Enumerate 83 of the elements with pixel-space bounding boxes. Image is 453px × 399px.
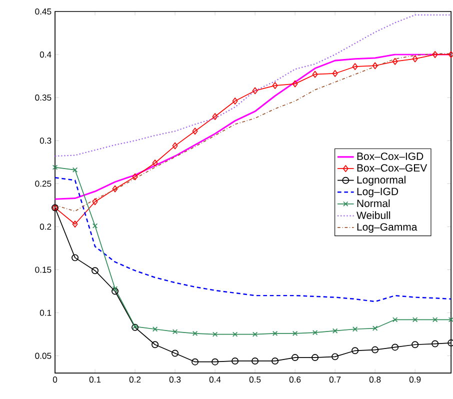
- point: [212, 358, 219, 366]
- point: [332, 353, 339, 360]
- x-tick-label: 0.8: [369, 376, 381, 383]
- y-tick-label: 0.15: [35, 266, 52, 273]
- point: [152, 341, 159, 348]
- legend-label: Lognormal: [357, 176, 406, 186]
- point: [352, 347, 359, 354]
- point: [112, 286, 118, 292]
- point: [352, 326, 358, 332]
- point: [212, 332, 218, 337]
- point: [132, 173, 138, 180]
- point: [112, 288, 119, 295]
- legend-label: Log–Gamma: [357, 223, 418, 233]
- point: [292, 354, 299, 362]
- point: [332, 70, 338, 77]
- point: [412, 341, 419, 348]
- point: [272, 330, 278, 336]
- point: [252, 358, 259, 364]
- y-tick-label: 0.2: [40, 224, 52, 230]
- point: [152, 160, 158, 167]
- legend-label: Weibull: [356, 211, 390, 220]
- point: [192, 358, 199, 366]
- x-tick-label: 0.6: [289, 376, 301, 383]
- point: [92, 198, 98, 206]
- point: [92, 267, 99, 274]
- point: [312, 70, 318, 78]
- point: [232, 332, 238, 337]
- point: [292, 80, 298, 88]
- point: [52, 164, 58, 170]
- point: [372, 62, 378, 70]
- point: [432, 317, 438, 322]
- legend-label: Normal: [357, 199, 390, 208]
- y-tick-label: 0.35: [35, 94, 52, 101]
- point: [372, 346, 379, 354]
- point: [332, 328, 338, 334]
- point: [232, 358, 239, 364]
- x-tick-label: 0.7: [329, 376, 341, 383]
- point: [392, 317, 398, 322]
- x-tick-label: 0.5: [249, 376, 261, 383]
- x-tick-label: 0.1: [89, 376, 101, 383]
- legend-label: Box–Cox–GEV: [357, 164, 428, 172]
- point: [392, 344, 399, 351]
- point: [72, 254, 79, 262]
- x-tick-label: 0.3: [169, 376, 181, 383]
- x-tick-label: 0: [52, 376, 58, 383]
- legend-label: Box–Cox–IGD: [357, 152, 424, 160]
- y-tick-label: 0.4: [40, 52, 52, 58]
- point: [272, 358, 279, 364]
- point: [72, 220, 78, 228]
- y-tick-label: 0.1: [40, 310, 52, 316]
- point: [172, 142, 178, 150]
- point: [272, 82, 278, 90]
- point: [392, 58, 398, 65]
- point: [432, 340, 439, 348]
- point: [432, 51, 438, 58]
- y-tick-label: 0.25: [35, 180, 52, 187]
- y-tick-label: 0.05: [35, 352, 52, 359]
- point: [252, 332, 258, 337]
- point: [292, 330, 298, 336]
- y-tick-label: 0.45: [35, 8, 52, 15]
- legend-label: Log–IGD: [357, 188, 398, 198]
- x-tick-label: 0.4: [209, 376, 221, 383]
- point: [372, 326, 378, 331]
- point: [152, 326, 158, 332]
- point: [252, 87, 258, 94]
- point: [72, 167, 78, 173]
- point: [172, 329, 178, 334]
- point: [412, 55, 418, 62]
- point: [412, 317, 418, 322]
- point: [92, 223, 98, 228]
- point: [232, 98, 238, 105]
- point: [212, 113, 218, 120]
- point: [312, 354, 319, 362]
- x-tick-label: 0.2: [129, 376, 141, 383]
- point: [312, 330, 318, 336]
- point: [112, 185, 118, 192]
- point: [192, 330, 198, 336]
- point: [192, 128, 198, 135]
- y-tick-label: 0.3: [40, 138, 52, 144]
- point: [352, 63, 358, 70]
- x-tick-label: 0.9: [409, 376, 421, 383]
- point: [448, 317, 453, 322]
- point: [172, 350, 179, 357]
